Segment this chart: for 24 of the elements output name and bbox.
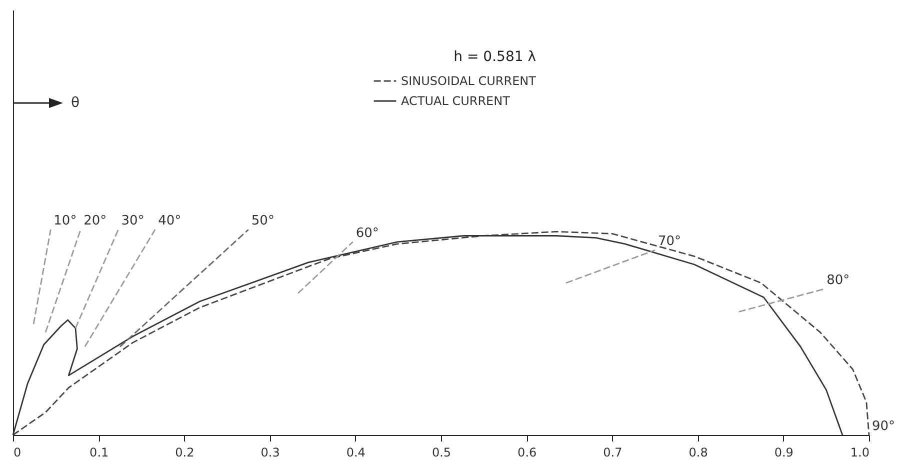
annotation: 30° [121, 214, 144, 229]
x-tick-label: 0.1 [90, 446, 109, 460]
x-tick-label: 0.2 [175, 446, 194, 460]
legend-label: ACTUAL CURRENT [401, 94, 511, 108]
x-tick-label: 0.7 [603, 446, 622, 460]
annotation: 50° [251, 214, 274, 229]
legend-label: SINUSOIDAL CURRENT [401, 74, 537, 88]
x-tick-label: 0.6 [518, 446, 537, 460]
x-tick-label: 0.3 [260, 446, 280, 460]
x-tick-label: 0.4 [346, 446, 366, 460]
text: θ [71, 95, 80, 111]
annotation: 90° [872, 419, 896, 434]
legend-title: h = 0.581 λ [454, 49, 536, 65]
annotation: 40° [158, 214, 182, 229]
annotation: 10° [54, 214, 77, 229]
x-tick-label: 1.0 [850, 446, 870, 460]
x-tick-label: 0.5 [432, 446, 452, 460]
annotation: 80° [826, 273, 850, 288]
annotation: 60° [356, 226, 379, 241]
annotation: 70° [658, 234, 682, 250]
x-tick-label: 0.9 [774, 446, 794, 460]
x-tick-label: 0.8 [688, 446, 708, 460]
x-tick-label: 0 [14, 446, 22, 460]
annotation: 20° [84, 214, 107, 229]
